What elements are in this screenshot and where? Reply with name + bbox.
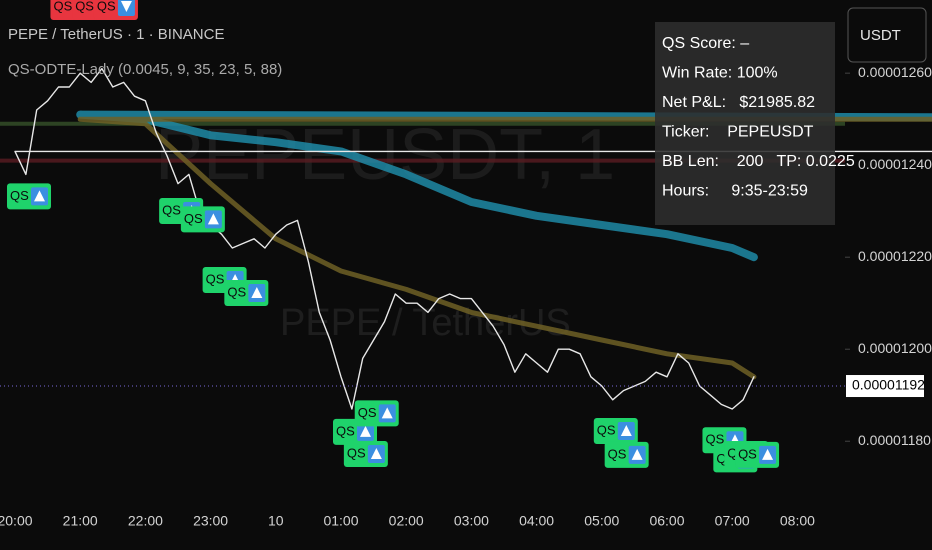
buy-signal: QS [343,441,388,468]
buy-signal: QS [224,279,269,306]
x-tick-label: 06:00 [649,513,684,529]
x-tick-label: 07:00 [715,513,750,529]
signal-arrow [381,407,393,419]
x-tick-label: 03:00 [454,513,489,529]
buy-signal: QS [604,441,649,468]
symbol-title: PEPE / TetherUS · 1 · BINANCE [8,26,224,43]
signal-label: QS [597,422,616,437]
signal-arrow [631,448,643,460]
last-price-label: 0.00001192 [852,377,925,393]
currency-label: USDT [860,27,901,44]
watermark: PEPEUSDT, 1 [155,115,615,195]
x-tick-label: 20:00 [0,513,33,529]
signal-arrow [762,448,774,460]
signal-label: QS [336,423,355,438]
x-tick-label: 08:00 [780,513,815,529]
signal-arrow [620,425,632,437]
x-tick-label: 21:00 [63,513,98,529]
signal-label: QS [705,432,724,447]
x-tick-label: 10 [268,513,284,529]
y-tick-label: 0.00001260 [858,64,932,80]
x-tick-label: 04:00 [519,513,554,529]
indicator-title: QS-ODTE-Lady (0.0045, 9, 35, 23, 5, 88) [8,61,282,78]
panel-line: QS Score: – [662,35,749,52]
x-tick-label: 23:00 [193,513,228,529]
x-tick-label: 05:00 [584,513,619,529]
signal-label: QS [10,188,29,203]
buy-signal: QS [735,441,780,468]
price-line [14,67,932,410]
panel-line: BB Len: 200 TP: 0.0225 [662,153,855,170]
buy-signal: QS [354,400,399,427]
signal-arrow [360,425,371,437]
panel-line: Hours: 9:35-23:59 [662,183,808,200]
signal-label: QS [608,446,627,461]
signal-label: QS [97,0,116,13]
signal-arrow [251,286,263,298]
info-panel [655,22,835,225]
signal-label: QS [162,202,181,217]
signal-arrow [370,448,382,460]
signal-label: QS [53,0,72,13]
x-tick-label: 22:00 [128,513,163,529]
signal-arrow [34,190,45,202]
last-price-box [846,375,924,398]
x-tick-label: 02:00 [389,513,424,529]
sell-signal: QS [93,0,138,20]
price-line [77,116,932,380]
signal-arrow [120,1,132,12]
buy-signal: QS [7,183,51,210]
plot-area: 0.00001180 0.00001200 0.00001220 0.00001240… [0,0,932,529]
signal-label: QS [206,271,225,286]
y-tick-label: 0.00001240 [858,156,932,172]
y-tick-label: 0.00001180 [858,432,931,448]
buy-signal: QS [593,418,638,445]
signal-label: QS [358,405,377,420]
panel-line: Ticker: PEPEUSDT [662,124,814,141]
y-tick-label: 0.00001200 [858,340,932,356]
info-panel-lines: QS Score: – Win Rate: 100% Net P&L: $21985… [662,35,855,200]
y-tick-label: 0.00001220 [858,248,932,264]
panel-line: Win Rate: 100% [662,65,778,82]
x-tick-label: 01:00 [323,513,358,529]
signal-arrow [207,213,219,225]
buy-signal: QS [180,206,225,233]
currency-button[interactable] [847,7,927,63]
signal-label: QS [75,0,94,13]
signal-label: QS [227,284,246,299]
signal-label: QS [347,445,366,460]
signal-label: QS [184,211,203,226]
panel-line: Net P&L: $21985.82 [662,94,815,111]
signal-label: QS [738,446,757,461]
